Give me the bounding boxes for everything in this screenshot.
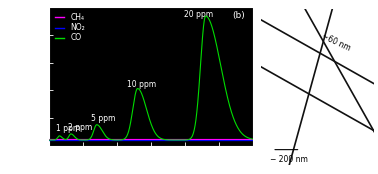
Text: ~60 nm: ~60 nm xyxy=(320,31,352,53)
Y-axis label: Current (μA): Current (μA) xyxy=(28,49,37,105)
Text: 5 ppm: 5 ppm xyxy=(91,114,116,123)
Text: 1 ppm: 1 ppm xyxy=(56,124,80,133)
Text: 10 ppm: 10 ppm xyxy=(127,80,156,89)
Text: 20 ppm: 20 ppm xyxy=(184,10,213,19)
Text: 2 ppm: 2 ppm xyxy=(68,123,93,132)
Legend: CH₄, NO₂, CO: CH₄, NO₂, CO xyxy=(53,11,88,45)
X-axis label: Time (min): Time (min) xyxy=(127,163,176,172)
Text: (b): (b) xyxy=(232,11,245,20)
Text: − 200 nm: − 200 nm xyxy=(270,155,308,164)
